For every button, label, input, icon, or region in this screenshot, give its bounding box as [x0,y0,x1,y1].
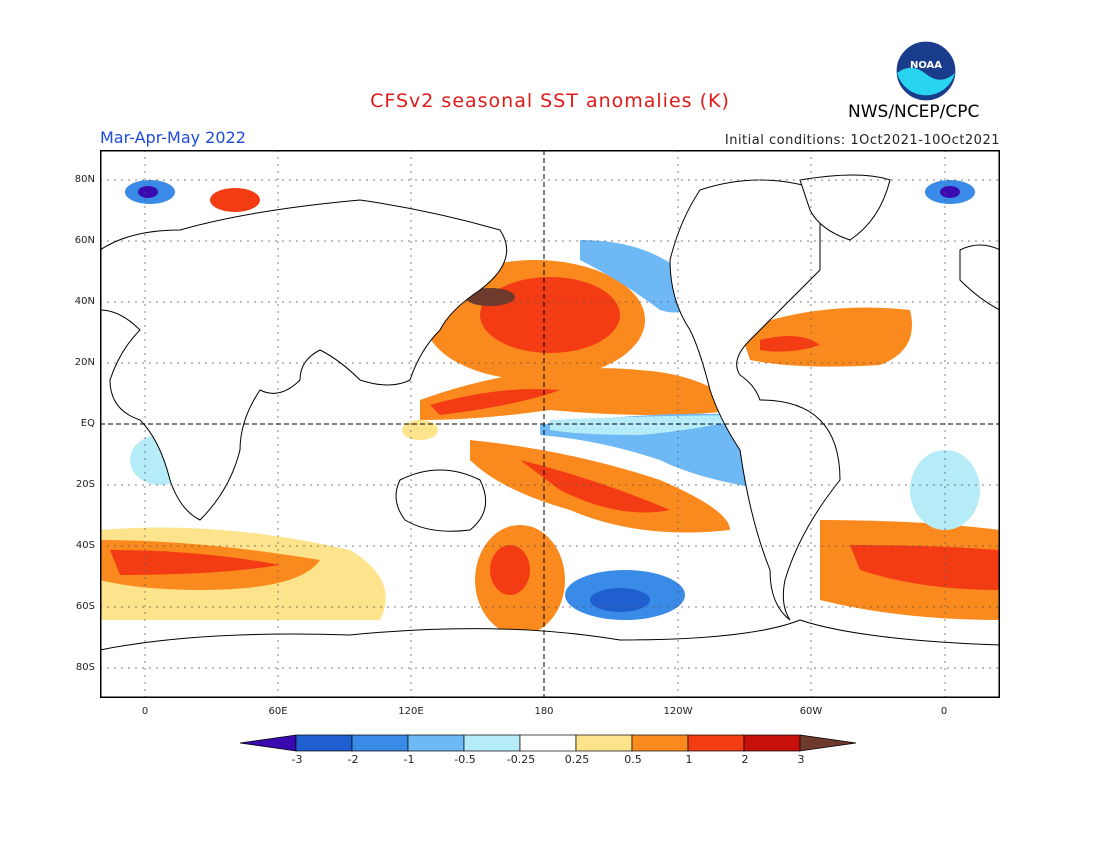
colorbar [240,734,857,752]
lat-label: EQ [80,418,95,429]
colorbar-cell [743,734,801,752]
colorbar-cell [351,734,409,752]
lat-label: 40S [75,540,95,551]
lon-label: 0 [141,706,149,717]
colorbar-cell [295,734,353,752]
agency-label: NWS/NCEP/CPC [848,102,980,122]
lon-label: 120E [398,706,424,717]
colorbar-label: -2 [347,753,359,766]
lat-label: 20S [75,479,95,490]
lon-label: 180 [534,706,554,717]
lat-label: 60N [74,235,95,246]
lon-label: 60E [268,706,288,717]
colorbar-label: -3 [291,753,303,766]
colorbar-label: -0.25 [506,753,536,766]
colorbar-label: 1 [685,753,693,766]
lat-label: 20N [74,357,95,368]
colorbar-label: 0.25 [564,753,590,766]
lat-label: 60S [75,601,95,612]
colorbar-label: -1 [403,753,415,766]
colorbar-extend-high [799,734,857,752]
colorbar-cell [631,734,689,752]
anomaly-fields [100,180,1000,635]
colorbar-extend-low [240,734,297,752]
colorbar-cell [407,734,465,752]
map-frame [100,150,1000,698]
season-label: Mar-Apr-May 2022 [100,128,246,147]
lat-label: 40N [74,296,95,307]
sst-anomaly-map [100,150,1000,698]
noaa-logo: NOAA [895,40,957,102]
lon-label: 120W [663,706,693,717]
colorbar-label: -0.5 [454,753,476,766]
lon-label: 0 [940,706,948,717]
colorbar-label: 2 [741,753,749,766]
colorbar-label: 0.5 [624,753,642,766]
coastlines [100,174,1000,698]
logo-text: NOAA [910,60,942,71]
colorbar-cell [519,734,577,752]
lat-label: 80N [74,174,95,185]
map-title: CFSv2 seasonal SST anomalies (K) [370,90,730,112]
colorbar-cell [575,734,633,752]
lon-label: 60W [799,706,823,717]
reference-lines [100,150,1000,698]
lat-label: 80S [75,662,95,673]
initial-conditions-label: Initial conditions: 1Oct2021-10Oct2021 [724,133,1000,148]
colorbar-cell [687,734,745,752]
colorbar-cell [463,734,521,752]
colorbar-label: 3 [797,753,805,766]
